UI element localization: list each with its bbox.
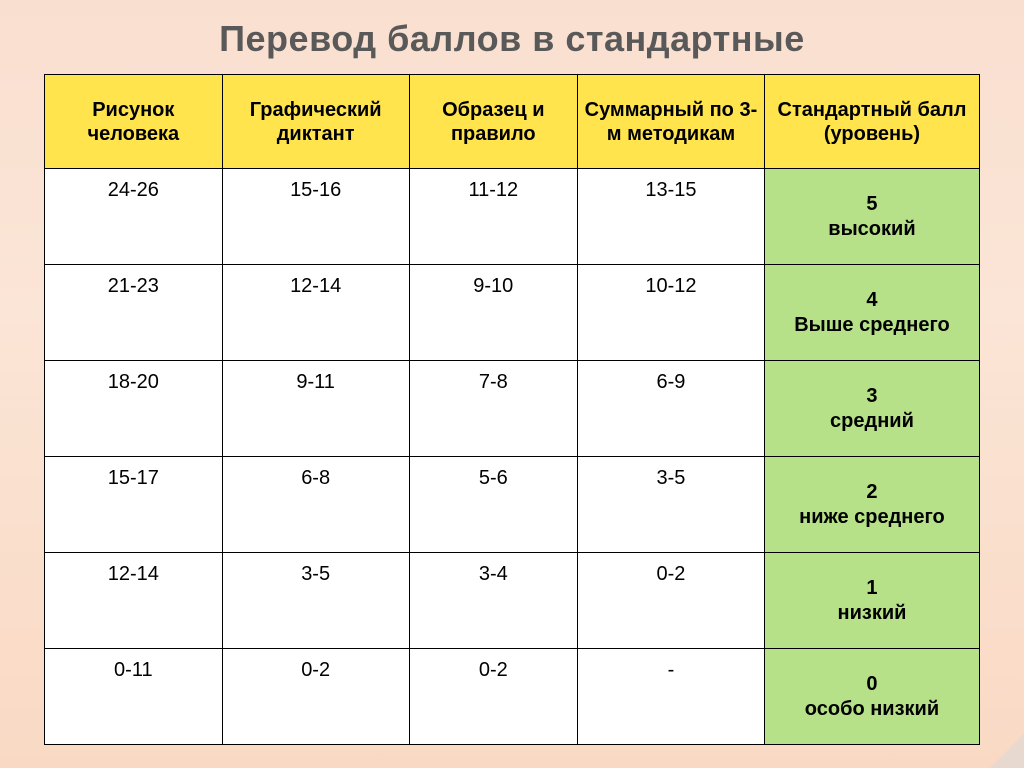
slide: Перевод баллов в стандартные Рисунок чел…	[0, 0, 1024, 768]
cell: 21-23	[45, 265, 223, 361]
level-number: 5	[769, 192, 975, 217]
cell: 6-9	[577, 361, 764, 457]
table-row: 0-110-20-2-0особо низкий	[45, 649, 980, 745]
col-header-dictation: Графический диктант	[222, 75, 409, 169]
level-number: 4	[769, 288, 975, 313]
table-row: 15-176-85-63-52ниже среднего	[45, 457, 980, 553]
cell: 0-2	[222, 649, 409, 745]
cell: 11-12	[409, 169, 577, 265]
cell: 0-11	[45, 649, 223, 745]
level-name: низкий	[769, 601, 975, 626]
cell: 0-2	[577, 553, 764, 649]
cell: 7-8	[409, 361, 577, 457]
level-name: ниже среднего	[769, 505, 975, 530]
table-body: 24-2615-1611-1213-155высокий21-2312-149-…	[45, 169, 980, 745]
cell: 9-11	[222, 361, 409, 457]
table-row: 21-2312-149-1010-124Выше среднего	[45, 265, 980, 361]
cell: 18-20	[45, 361, 223, 457]
table-row: 18-209-117-86-93средний	[45, 361, 980, 457]
table-header-row: Рисунок человека Графический диктант Обр…	[45, 75, 980, 169]
cell: 3-5	[577, 457, 764, 553]
cell: 0-2	[409, 649, 577, 745]
level-number: 2	[769, 480, 975, 505]
cell: 5-6	[409, 457, 577, 553]
cell: 15-17	[45, 457, 223, 553]
col-header-level: Стандартный балл (уровень)	[764, 75, 979, 169]
score-table: Рисунок человека Графический диктант Обр…	[44, 74, 980, 745]
level-number: 0	[769, 672, 975, 697]
level-number: 1	[769, 576, 975, 601]
level-cell: 0особо низкий	[764, 649, 979, 745]
cell: 6-8	[222, 457, 409, 553]
cell: 10-12	[577, 265, 764, 361]
cell: 12-14	[222, 265, 409, 361]
level-name: высокий	[769, 217, 975, 242]
page-curl-icon	[990, 734, 1024, 768]
level-number: 3	[769, 384, 975, 409]
page-title: Перевод баллов в стандартные	[44, 18, 980, 60]
table-row: 12-143-53-40-21низкий	[45, 553, 980, 649]
level-name: средний	[769, 409, 975, 434]
level-cell: 2ниже среднего	[764, 457, 979, 553]
level-cell: 5высокий	[764, 169, 979, 265]
level-name: Выше среднего	[769, 313, 975, 338]
cell: 3-5	[222, 553, 409, 649]
cell: 15-16	[222, 169, 409, 265]
cell: 12-14	[45, 553, 223, 649]
level-cell: 1низкий	[764, 553, 979, 649]
cell: 24-26	[45, 169, 223, 265]
cell: 13-15	[577, 169, 764, 265]
level-name: особо низкий	[769, 697, 975, 722]
cell: -	[577, 649, 764, 745]
col-header-drawing: Рисунок человека	[45, 75, 223, 169]
level-cell: 4Выше среднего	[764, 265, 979, 361]
level-cell: 3средний	[764, 361, 979, 457]
col-header-pattern: Образец и правило	[409, 75, 577, 169]
table-row: 24-2615-1611-1213-155высокий	[45, 169, 980, 265]
col-header-summary: Суммарный по 3-м методикам	[577, 75, 764, 169]
cell: 9-10	[409, 265, 577, 361]
cell: 3-4	[409, 553, 577, 649]
